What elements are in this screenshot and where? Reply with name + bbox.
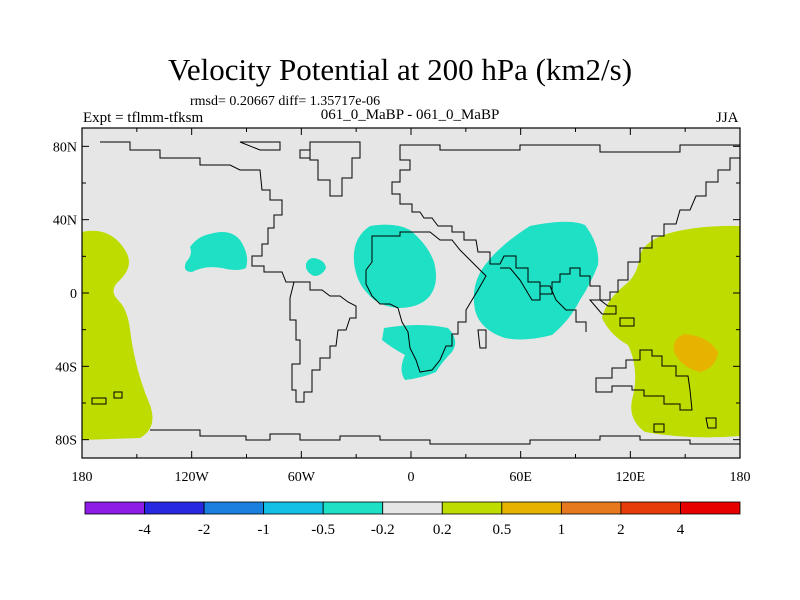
coastline-arctic-islands [91, 141, 311, 405]
colorbar-label: -2 [198, 522, 211, 538]
x-tick-label: 0 [408, 470, 415, 485]
colorbar-swatch [203, 501, 265, 515]
coastline-india-asia [500, 267, 587, 332]
coastline-antarctica [150, 429, 740, 445]
colorbar: -4 -2 -1 -0.5 -0.2 0.2 0.5 1 2 4 [84, 501, 741, 538]
coastline-eurasia [391, 144, 741, 301]
season-label: JJA [716, 110, 739, 126]
y-tick-label: 80N [53, 140, 77, 155]
x-axis: 180 120W 60W 0 60E 120E 180 [72, 128, 751, 485]
coastline-new-zealand [653, 417, 717, 433]
x-tick-label: 120E [616, 470, 646, 485]
x-tick-label: 60W [288, 470, 316, 485]
y-tick-label: 40N [53, 214, 77, 229]
case-label: 061_0_MaBP - 061_0_MaBP [320, 107, 500, 123]
chart-title: Velocity Potential at 200 hPa (km2/s) [167, 52, 633, 87]
colorbar-label: -0.2 [371, 522, 395, 538]
region-positive-maximum [673, 334, 718, 372]
x-tick-label: 120W [175, 470, 210, 485]
coastline-madagascar [477, 329, 487, 349]
coastline-south-america [289, 281, 357, 403]
x-tick-label: 60E [509, 470, 532, 485]
colorbar-label: 0.2 [433, 522, 452, 538]
y-tick-label: 80S [55, 434, 77, 449]
y-tick-label: 0 [70, 287, 77, 302]
region-negative-small-atlantic [305, 258, 326, 276]
colorbar-swatch [620, 501, 681, 515]
colorbar-label: -1 [257, 522, 270, 538]
region-positive-east-pacific [602, 225, 740, 438]
region-negative-south-atlantic [382, 325, 456, 380]
region-negative-north-america [184, 232, 248, 272]
coastline-africa [365, 231, 487, 373]
y-tick-label: 40S [55, 360, 77, 375]
colorbar-label: 4 [677, 522, 685, 538]
colorbar-swatch [680, 501, 741, 515]
colorbar-swatch [501, 501, 562, 515]
colorbar-swatch [263, 501, 324, 515]
colorbar-swatch [560, 501, 622, 515]
colorbar-label: -0.5 [311, 522, 335, 538]
experiment-label: Expt = tflmm-tfksm [83, 110, 204, 126]
region-positive-west-pacific [82, 230, 153, 440]
stats-label: rmsd= 0.20667 diff= 1.35717e-06 [190, 94, 381, 109]
coastline-maritime [588, 299, 635, 327]
colorbar-label: -4 [138, 522, 151, 538]
region-negative-europe-africa [353, 224, 436, 308]
y-axis: 80N 40N 0 40S 80S [53, 140, 740, 449]
colorbar-swatch [144, 501, 205, 515]
x-tick-label: 180 [730, 470, 751, 485]
contour-regions [82, 221, 740, 440]
coastline-north-america [100, 141, 294, 283]
colorbar-swatch [322, 501, 384, 515]
colorbar-swatch [84, 501, 145, 515]
continent-outlines [91, 141, 741, 445]
colorbar-label: 2 [617, 522, 625, 538]
colorbar-swatch [441, 501, 503, 515]
colorbar-swatch [382, 501, 443, 515]
colorbar-label: 1 [558, 522, 566, 538]
coastline-greenland [309, 141, 361, 197]
coastline-australia [595, 349, 693, 411]
colorbar-label: 0.5 [492, 522, 511, 538]
x-tick-label: 180 [72, 470, 93, 485]
